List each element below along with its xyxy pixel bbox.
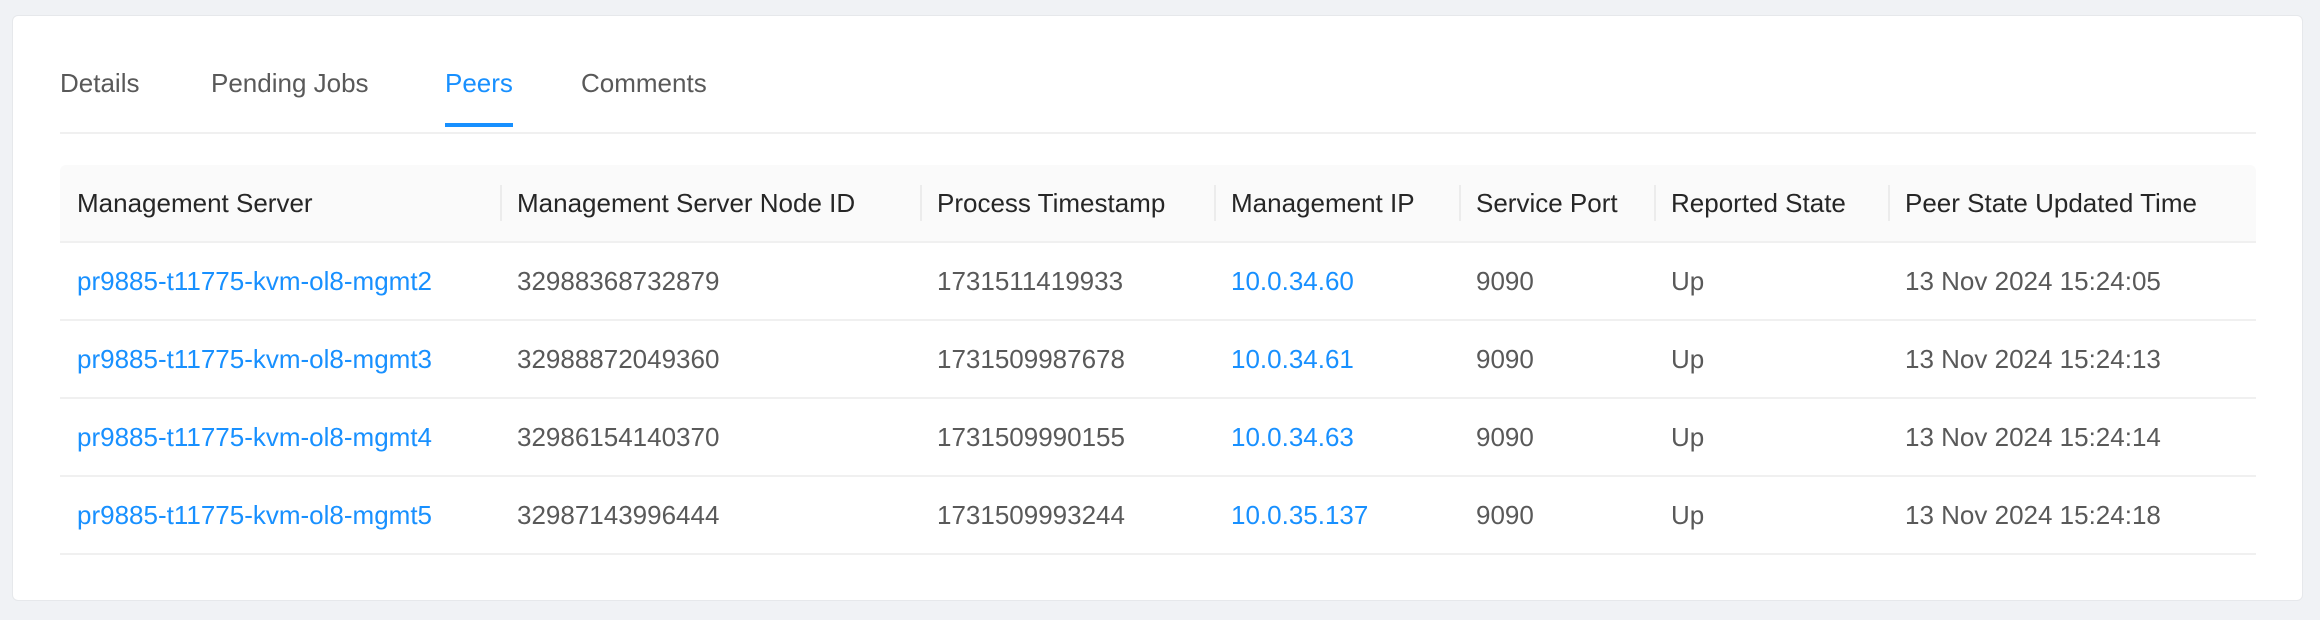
column-header-management-ip[interactable]: Management IP (1214, 165, 1459, 243)
cell-process-timestamp: 1731509990155 (920, 398, 1214, 477)
tab-comments[interactable]: Comments (581, 68, 707, 98)
cell-node-id: 32988872049360 (500, 320, 920, 399)
cell-management-ip: 10.0.35.137 (1214, 476, 1459, 555)
cell-reported-state: Up (1654, 320, 1888, 399)
tab-pending-jobs[interactable]: Pending Jobs (211, 68, 369, 98)
column-header-process-timestamp[interactable]: Process Timestamp (920, 165, 1214, 243)
cell-peer-state-updated-time: 13 Nov 2024 15:24:18 (1888, 476, 2256, 555)
cell-reported-state: Up (1654, 476, 1888, 555)
table-row: pr9885-t11775-kvm-ol8-mgmt2 3298836873287… (60, 242, 2256, 321)
tab-bar: Details Pending Jobs Peers Comments (60, 16, 2256, 134)
cell-management-server: pr9885-t11775-kvm-ol8-mgmt4 (60, 398, 500, 477)
cell-process-timestamp: 1731511419933 (920, 242, 1214, 321)
cell-management-ip: 10.0.34.63 (1214, 398, 1459, 477)
cell-management-ip: 10.0.34.61 (1214, 320, 1459, 399)
peers-card: Details Pending Jobs Peers Comments Mana… (12, 15, 2303, 601)
cell-management-server: pr9885-t11775-kvm-ol8-mgmt2 (60, 242, 500, 321)
table-row: pr9885-t11775-kvm-ol8-mgmt5 3298714399644… (60, 476, 2256, 555)
management-ip-link[interactable]: 10.0.34.61 (1231, 343, 1354, 374)
table-row: pr9885-t11775-kvm-ol8-mgmt4 3298615414037… (60, 398, 2256, 477)
management-server-link[interactable]: pr9885-t11775-kvm-ol8-mgmt5 (77, 499, 432, 530)
cell-reported-state: Up (1654, 398, 1888, 477)
cell-node-id: 32987143996444 (500, 476, 920, 555)
table-header-row: Management Server Management Server Node … (60, 165, 2256, 243)
cell-process-timestamp: 1731509993244 (920, 476, 1214, 555)
column-header-peer-state-updated-time[interactable]: Peer State Updated Time (1888, 165, 2256, 243)
column-header-service-port[interactable]: Service Port (1459, 165, 1654, 243)
management-server-link[interactable]: pr9885-t11775-kvm-ol8-mgmt3 (77, 343, 432, 374)
peers-table: Management Server Management Server Node … (60, 165, 2256, 555)
cell-management-server: pr9885-t11775-kvm-ol8-mgmt5 (60, 476, 500, 555)
cell-reported-state: Up (1654, 242, 1888, 321)
cell-node-id: 32988368732879 (500, 242, 920, 321)
tab-details[interactable]: Details (60, 68, 140, 98)
management-ip-link[interactable]: 10.0.34.60 (1231, 265, 1354, 296)
cell-node-id: 32986154140370 (500, 398, 920, 477)
tab-peers[interactable]: Peers (445, 68, 513, 127)
cell-service-port: 9090 (1459, 320, 1654, 399)
cell-process-timestamp: 1731509987678 (920, 320, 1214, 399)
column-header-node-id[interactable]: Management Server Node ID (500, 165, 920, 243)
cell-peer-state-updated-time: 13 Nov 2024 15:24:14 (1888, 398, 2256, 477)
management-server-link[interactable]: pr9885-t11775-kvm-ol8-mgmt2 (77, 265, 432, 296)
cell-service-port: 9090 (1459, 242, 1654, 321)
column-header-reported-state[interactable]: Reported State (1654, 165, 1888, 243)
cell-management-ip: 10.0.34.60 (1214, 242, 1459, 321)
cell-management-server: pr9885-t11775-kvm-ol8-mgmt3 (60, 320, 500, 399)
cell-service-port: 9090 (1459, 398, 1654, 477)
management-ip-link[interactable]: 10.0.34.63 (1231, 421, 1354, 452)
cell-peer-state-updated-time: 13 Nov 2024 15:24:13 (1888, 320, 2256, 399)
cell-peer-state-updated-time: 13 Nov 2024 15:24:05 (1888, 242, 2256, 321)
management-ip-link[interactable]: 10.0.35.137 (1231, 499, 1369, 530)
management-server-link[interactable]: pr9885-t11775-kvm-ol8-mgmt4 (77, 421, 432, 452)
table-row: pr9885-t11775-kvm-ol8-mgmt3 3298887204936… (60, 320, 2256, 399)
cell-service-port: 9090 (1459, 476, 1654, 555)
column-header-management-server[interactable]: Management Server (60, 165, 500, 243)
